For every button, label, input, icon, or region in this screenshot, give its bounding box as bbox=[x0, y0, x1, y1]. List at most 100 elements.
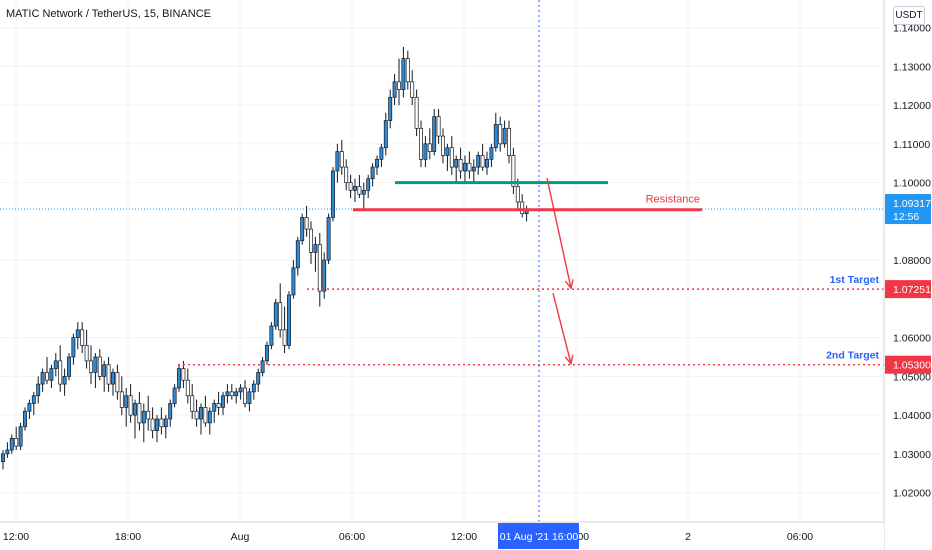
candle-body bbox=[256, 372, 261, 385]
candle-body bbox=[326, 217, 331, 261]
candle-body bbox=[339, 151, 344, 168]
price-tick-label: 1.14000 bbox=[893, 23, 931, 35]
price-tick-label: 1.13000 bbox=[893, 61, 931, 73]
candle-body bbox=[62, 376, 67, 385]
candle-body bbox=[203, 407, 208, 424]
candle-body bbox=[313, 244, 318, 253]
candle-body bbox=[427, 143, 432, 152]
candle-body bbox=[247, 391, 252, 404]
candle-body bbox=[67, 356, 71, 377]
candle-body bbox=[229, 391, 234, 397]
projection-arrow-1-head bbox=[564, 279, 574, 290]
candle-body bbox=[366, 178, 371, 191]
candle-body bbox=[476, 155, 481, 168]
candle-body bbox=[199, 407, 203, 420]
candle-body bbox=[124, 395, 129, 408]
candle-body bbox=[471, 166, 476, 172]
time-tick-label: 12:00 bbox=[3, 531, 29, 543]
candle-body bbox=[331, 170, 335, 218]
price-axis-bg[interactable] bbox=[884, 0, 932, 550]
candle-body bbox=[146, 410, 151, 420]
candle-body bbox=[388, 96, 393, 121]
candle-body bbox=[414, 96, 419, 129]
price-tick-label: 1.12000 bbox=[893, 100, 931, 112]
target2-label: 2nd Target bbox=[826, 350, 879, 362]
candle-body bbox=[9, 438, 14, 451]
candle-body bbox=[194, 410, 199, 420]
candle-body bbox=[58, 360, 63, 385]
time-axis-bg[interactable] bbox=[0, 522, 884, 550]
candle-body bbox=[75, 329, 80, 338]
candle-body bbox=[375, 158, 379, 168]
projection-arrow-1[interactable] bbox=[546, 177, 572, 289]
crosshair-time-label: 01 Aug '21 16:00 bbox=[500, 531, 579, 543]
price-tick-label: 1.05000 bbox=[893, 371, 931, 383]
candle-body bbox=[115, 372, 120, 393]
candle-body bbox=[348, 182, 353, 191]
candle-body bbox=[234, 391, 239, 397]
symbol-title[interactable]: MATIC Network / TetherUS, 15, BINANCE bbox=[6, 8, 211, 20]
time-tick-label: 2 bbox=[685, 531, 691, 543]
candle-body bbox=[128, 395, 133, 416]
time-tick-label: 12:00 bbox=[451, 531, 477, 543]
target2-price-label: 1.05300 bbox=[893, 360, 931, 372]
candle-body bbox=[159, 418, 164, 428]
candle-body bbox=[502, 127, 507, 145]
price-tick-label: 1.10000 bbox=[893, 178, 931, 190]
candle-body bbox=[181, 368, 186, 381]
resistance-label: Resistance bbox=[646, 194, 700, 206]
candle-body bbox=[119, 391, 124, 408]
candle-body bbox=[485, 158, 489, 168]
candle-body bbox=[419, 127, 423, 160]
candle-body bbox=[141, 410, 146, 424]
candle-body bbox=[18, 426, 23, 447]
candle-body bbox=[423, 143, 428, 160]
candle-body bbox=[260, 360, 265, 373]
candle-body bbox=[361, 189, 366, 195]
candle-body bbox=[445, 147, 450, 156]
candle-body bbox=[212, 403, 217, 412]
candle-body bbox=[436, 116, 441, 137]
candle-body bbox=[441, 135, 445, 156]
time-tick-label: 06:00 bbox=[787, 531, 813, 543]
candle-body bbox=[163, 418, 168, 428]
candle-body bbox=[309, 228, 313, 253]
candle-body bbox=[520, 201, 525, 214]
candle-body bbox=[458, 158, 463, 172]
candle-body bbox=[80, 329, 85, 346]
candle-body bbox=[49, 368, 54, 381]
candle-body bbox=[383, 120, 388, 149]
candle-body bbox=[1, 453, 5, 462]
candle-body bbox=[335, 151, 340, 172]
projection-arrow-2[interactable] bbox=[552, 292, 572, 364]
candle-body bbox=[216, 403, 221, 408]
candle-body bbox=[304, 217, 309, 230]
price-tick-label: 1.02000 bbox=[893, 488, 931, 500]
candle-body bbox=[300, 217, 305, 242]
candle-body bbox=[71, 337, 76, 358]
candle-body bbox=[493, 124, 498, 149]
candle-body bbox=[405, 58, 410, 83]
candle-body bbox=[137, 403, 142, 424]
candle-body bbox=[177, 368, 181, 389]
candle-body bbox=[251, 383, 256, 393]
candle-body bbox=[322, 259, 327, 292]
candle-body bbox=[111, 372, 115, 385]
candle-body bbox=[93, 356, 98, 373]
candle-body bbox=[150, 418, 155, 431]
candle-body bbox=[489, 147, 494, 160]
bar-countdown-label: 12:56 bbox=[893, 211, 919, 223]
candle-body bbox=[238, 387, 243, 393]
candle-body bbox=[168, 403, 173, 420]
candle-body bbox=[467, 162, 472, 172]
time-tick-label: Aug bbox=[231, 531, 250, 543]
candle-body bbox=[432, 116, 437, 152]
target1-price-label: 1.07251 bbox=[893, 284, 931, 296]
candle-body bbox=[225, 391, 230, 397]
candle-body bbox=[207, 410, 212, 424]
candle-body bbox=[295, 240, 300, 269]
candle-body bbox=[172, 387, 177, 404]
candle-body bbox=[185, 379, 190, 397]
currency-selector[interactable]: USDT bbox=[893, 6, 925, 25]
